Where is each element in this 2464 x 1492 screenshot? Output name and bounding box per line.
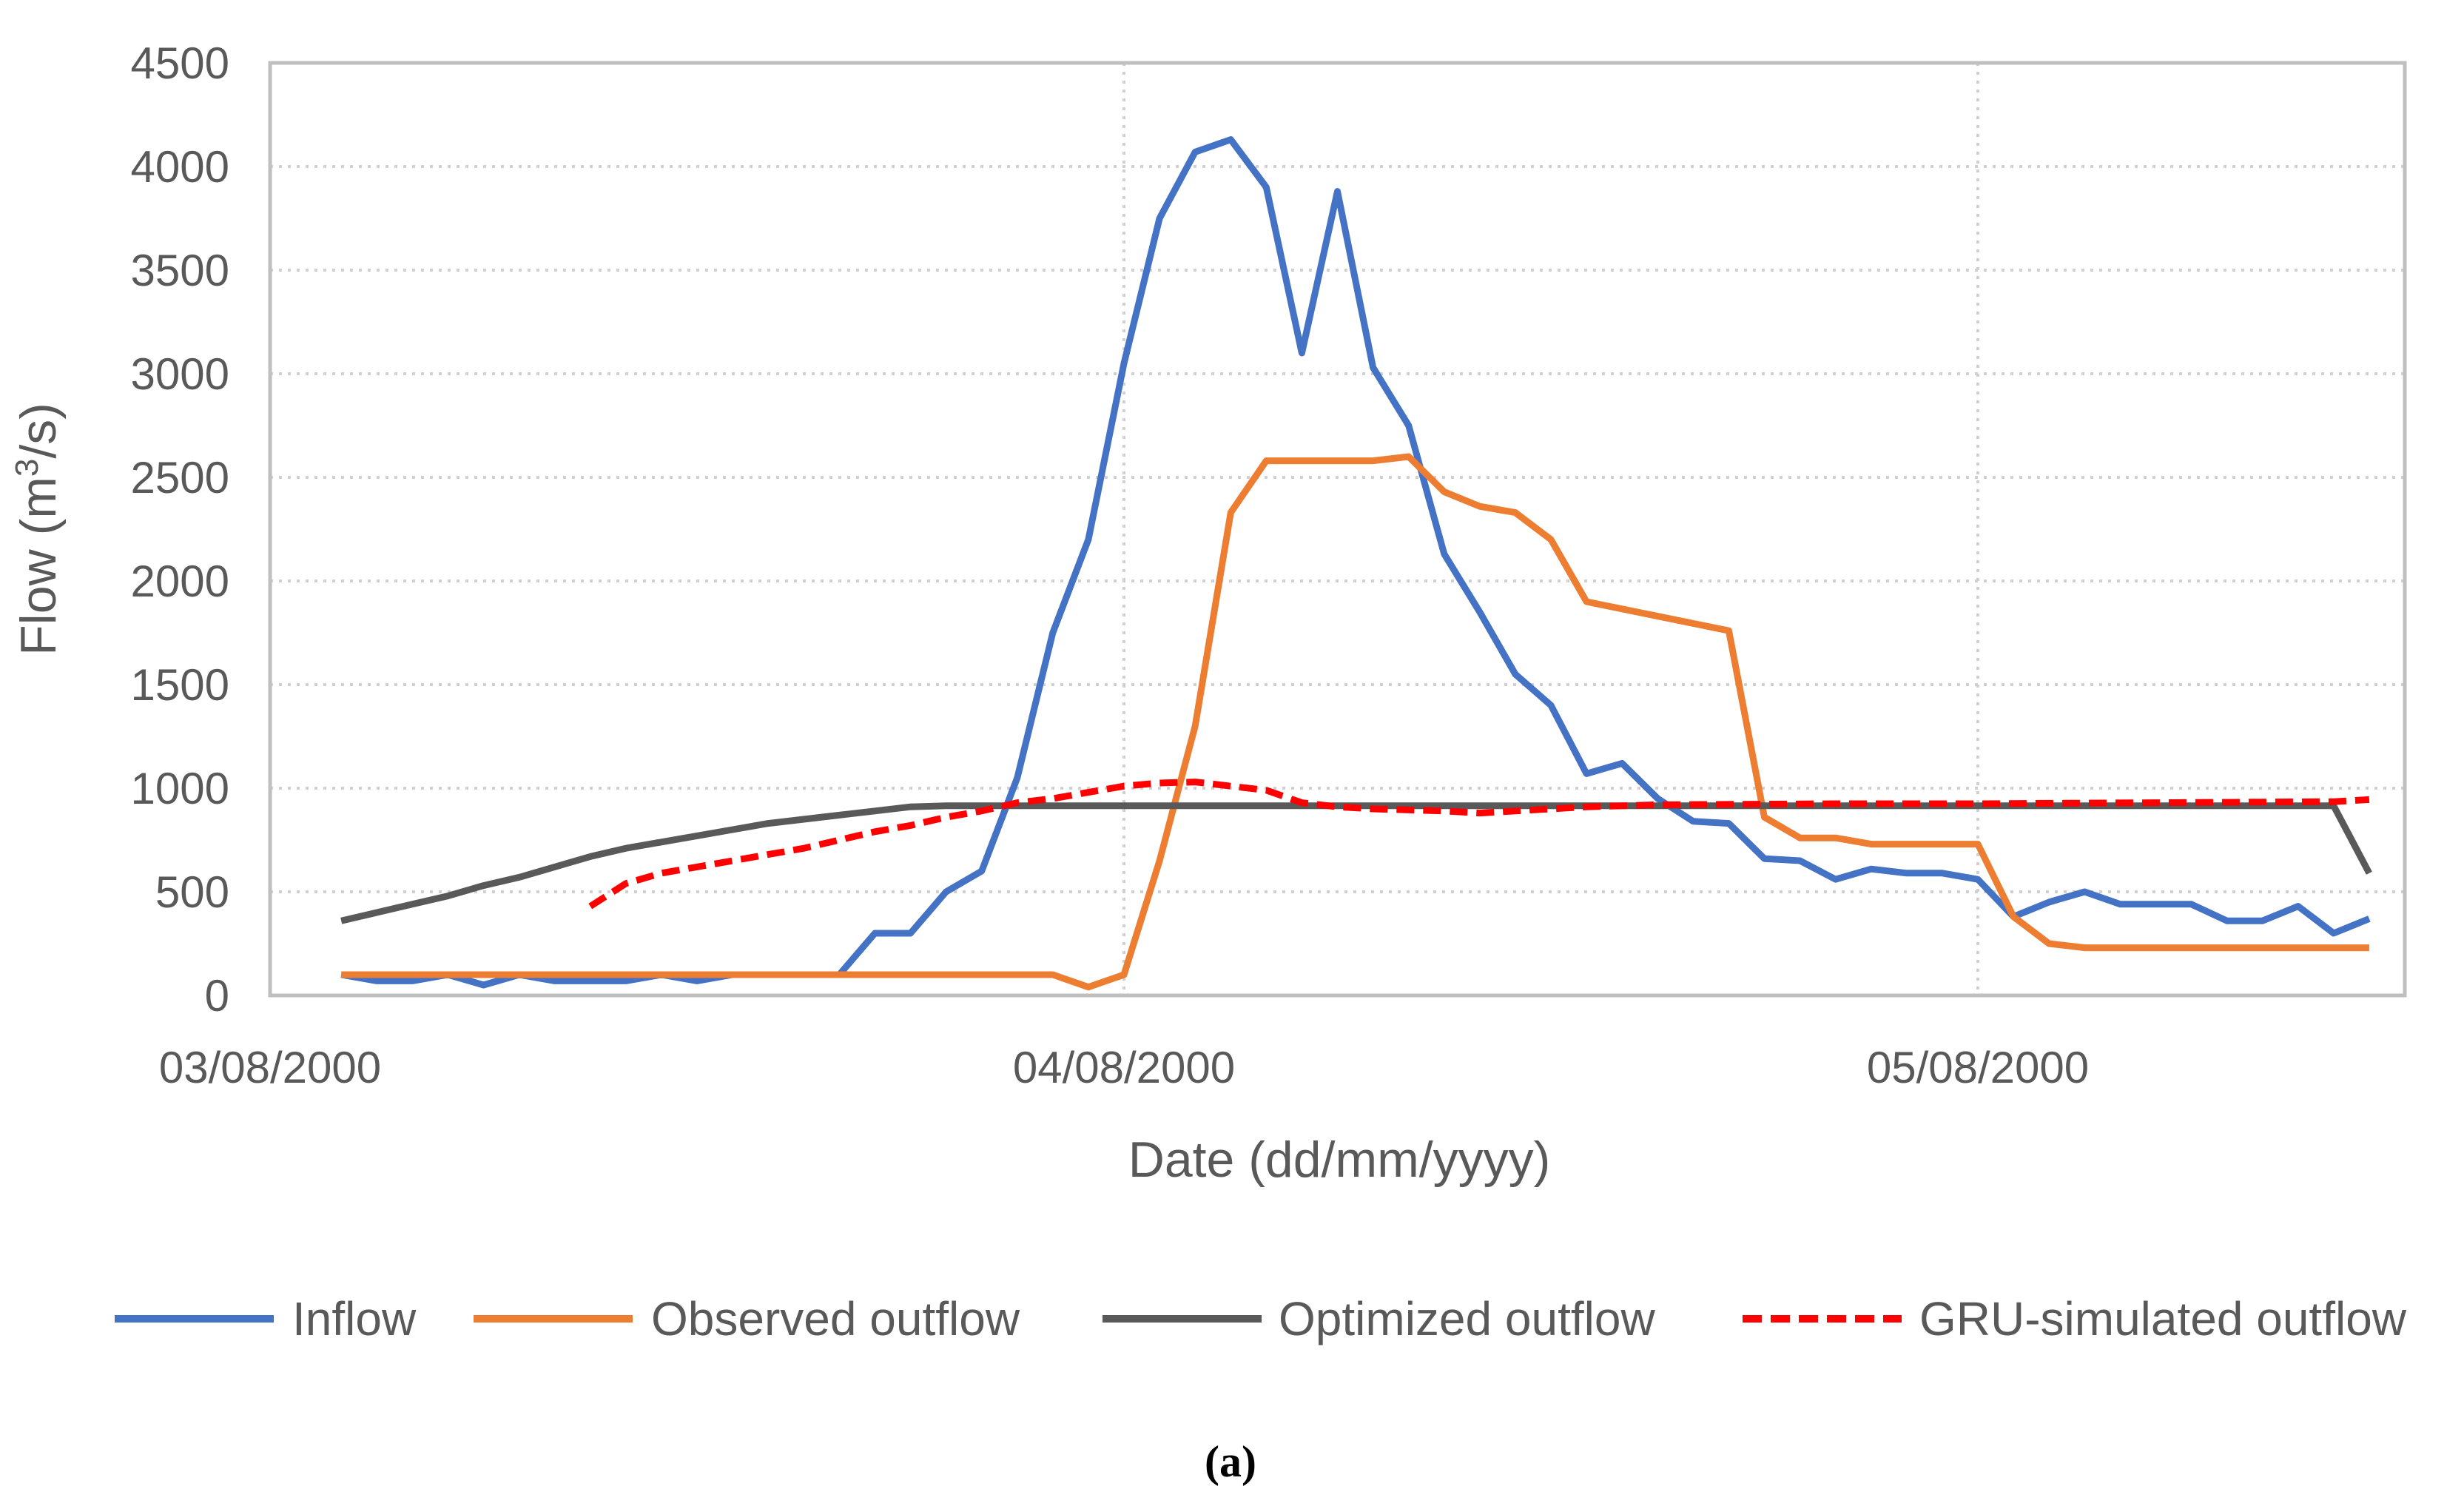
y-tick-label: 3500 — [131, 246, 229, 295]
x-axis-ticks: 03/08/2000 04/08/2000 05/08/2000 — [159, 1043, 2089, 1092]
x-tick-label: 04/08/2000 — [1013, 1043, 1235, 1092]
legend-label-3: Optimized outflow — [1279, 1292, 1655, 1345]
y-tick-label: 2500 — [131, 453, 229, 503]
series-line-2 — [341, 453, 2369, 991]
series-line-4 — [588, 779, 2370, 910]
x-tick-label: 05/08/2000 — [1867, 1043, 2089, 1092]
y-tick-label: 4500 — [131, 38, 229, 88]
y-tick-label: 2000 — [131, 557, 229, 606]
gridlines — [270, 63, 2405, 995]
y-tick-label: 0 — [205, 971, 229, 1021]
y-tick-label: 500 — [155, 867, 229, 917]
figure-caption: (a) — [1205, 1437, 1256, 1486]
y-axis-ticks: 0 500 1000 1500 2000 2500 3000 3500 4000 4500 — [131, 38, 229, 1021]
legend-label-2: Observed outflow — [651, 1292, 1020, 1345]
legend-label-1: Inflow — [292, 1292, 417, 1345]
y-axis-title: Flow (m3/s) — [9, 403, 67, 656]
series-line-1 — [340, 136, 2371, 989]
y-tick-label: 1000 — [131, 764, 229, 813]
x-axis-title: Date (dd/mm/yyyy) — [1128, 1132, 1551, 1188]
legend: Inflow Observed outflow Optimized outflow G… — [115, 1292, 2407, 1345]
plot-area-border — [268, 61, 2407, 998]
x-tick-label: 03/08/2000 — [159, 1043, 381, 1092]
y-tick-label: 3000 — [131, 349, 229, 399]
series-lines — [340, 136, 2372, 991]
legend-label-4: GRU-simulated outflow — [1919, 1292, 2407, 1345]
y-tick-label: 1500 — [131, 660, 229, 710]
y-tick-label: 4000 — [131, 142, 229, 192]
series-line-3 — [340, 802, 2372, 924]
